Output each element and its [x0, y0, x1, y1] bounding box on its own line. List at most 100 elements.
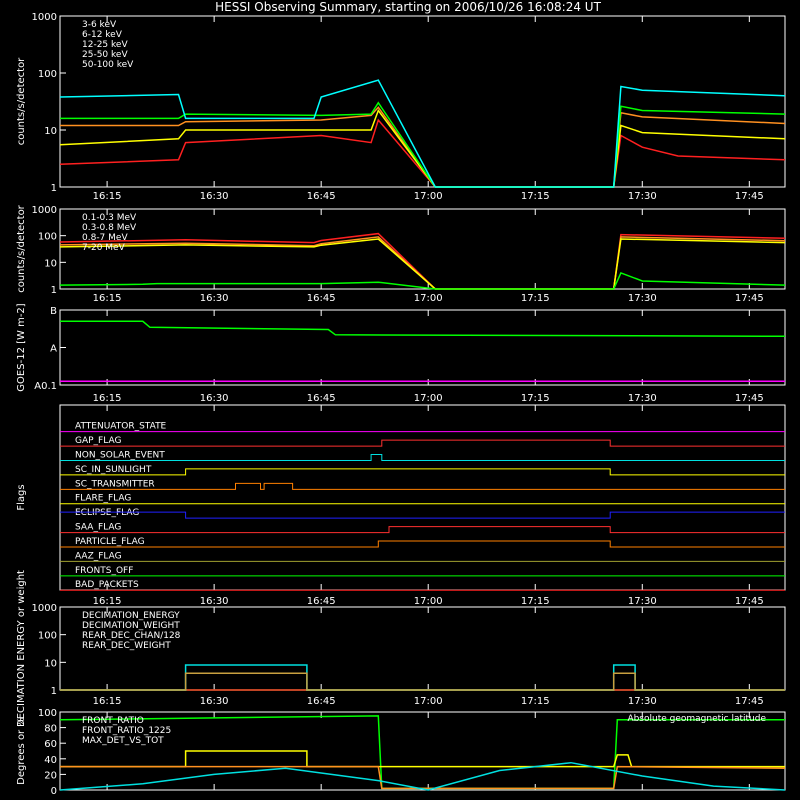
legend-entry: 12-25 keV — [82, 40, 128, 50]
legend-entry: 0.3-0.8 MeV — [82, 223, 137, 233]
y-tick-label: 60 — [44, 739, 57, 750]
y-tick-label: 100 — [38, 708, 57, 719]
flag-label: NON_SOLAR_EVENT — [75, 450, 165, 460]
legend-entry: 6-12 keV — [82, 30, 123, 40]
x-tick-label: 17:45 — [735, 191, 764, 202]
x-tick-label: 17:45 — [735, 393, 764, 404]
y-tick-label: B — [50, 306, 57, 317]
x-tick-label: 17:30 — [628, 696, 657, 707]
flag-line — [60, 526, 785, 534]
series-line — [60, 765, 786, 790]
x-tick-label: 16:45 — [307, 293, 336, 304]
y-axis-label-decimation: DECIMATION ENERGY or weight — [16, 570, 27, 727]
legend-entry: REAR_DEC_WEIGHT — [82, 641, 171, 651]
x-tick-label: 16:45 — [307, 191, 336, 202]
flag-line — [60, 439, 785, 447]
x-tick-label: 16:45 — [307, 596, 336, 607]
series-line — [60, 750, 785, 768]
flag-label: SC_IN_SUNLIGHT — [75, 465, 152, 475]
x-tick-label: 17:15 — [521, 191, 550, 202]
flag-label: ECLIPSE_FLAG — [75, 508, 139, 518]
x-tick-label: 16:30 — [200, 293, 229, 304]
flag-label: ATTENUATOR_STATE — [75, 422, 167, 432]
legend-entry: 0.1-0.3 MeV — [82, 213, 137, 223]
series-line — [59, 232, 786, 290]
x-tick-label: 17:15 — [521, 696, 550, 707]
y-tick-label: 100 — [38, 69, 57, 80]
y-tick-label: 10 — [44, 658, 57, 669]
series-line — [60, 664, 785, 691]
y-axis-label-ratios: Degrees or % — [16, 717, 27, 785]
x-tick-label: 17:30 — [628, 293, 657, 304]
x-tick-label: 17:00 — [414, 293, 443, 304]
y-tick-label: 1000 — [32, 205, 57, 216]
flag-line — [60, 540, 785, 548]
legend-entry: 3-6 keV — [82, 20, 117, 30]
series-line — [59, 108, 786, 188]
flag-label: BAD_PACKETS — [75, 580, 139, 590]
x-tick-label: 16:45 — [307, 393, 336, 404]
panel-frame-low_energy — [59, 15, 786, 188]
y-axis-label-flags: Flags — [16, 484, 27, 510]
panel-frame-high_energy — [59, 208, 786, 290]
y-tick-label: 10 — [44, 258, 57, 269]
y-tick-label: 20 — [44, 770, 57, 781]
y-tick-label: 1 — [51, 183, 57, 194]
y-tick-label: A0.1 — [34, 381, 57, 392]
series-line — [60, 320, 786, 338]
series-line — [59, 271, 786, 290]
x-tick-label: 17:00 — [414, 191, 443, 202]
series-line — [59, 238, 786, 290]
flag-line — [60, 511, 785, 519]
flag-label: SAA_FLAG — [75, 523, 121, 533]
y-tick-label: A — [50, 344, 57, 355]
legend-entry: 7-20 MeV — [82, 243, 126, 253]
y-tick-label: 10 — [44, 126, 57, 137]
y-tick-label: 1 — [51, 686, 57, 697]
legend-entry: 0.8-7 MeV — [82, 233, 128, 243]
x-tick-label: 17:00 — [414, 393, 443, 404]
flag-label: FRONTS_OFF — [75, 566, 133, 576]
series-line — [59, 118, 786, 188]
y-tick-label: 0 — [51, 786, 57, 797]
x-tick-label: 17:30 — [628, 596, 657, 607]
x-tick-label: 17:45 — [735, 596, 764, 607]
flag-line — [60, 482, 785, 490]
y-axis-label-low_energy: counts/s/detector — [16, 57, 27, 145]
flag-label: SC_TRANSMITTER — [75, 479, 155, 489]
legend-entry: FRONT_RATIO — [82, 716, 144, 726]
x-tick-label: 16:30 — [200, 191, 229, 202]
flag-label: GAP_FLAG — [75, 436, 121, 446]
x-tick-label: 17:15 — [521, 293, 550, 304]
x-tick-label: 16:30 — [200, 696, 229, 707]
series-line — [59, 761, 786, 791]
legend-entry: MAX_DET_VS_TOT — [82, 736, 164, 746]
x-tick-label: 16:15 — [93, 696, 122, 707]
x-tick-label: 17:45 — [735, 293, 764, 304]
series-line — [59, 79, 786, 188]
series-line — [60, 106, 786, 188]
x-tick-label: 17:15 — [521, 596, 550, 607]
y-tick-label: 1 — [51, 285, 57, 296]
x-tick-label: 17:00 — [414, 596, 443, 607]
flag-line — [60, 453, 785, 461]
x-tick-label: 17:15 — [521, 393, 550, 404]
x-tick-label: 17:30 — [628, 393, 657, 404]
flag-label: FLARE_FLAG — [75, 494, 131, 504]
series-line — [60, 672, 785, 691]
y-axis-label-high_energy: counts/s/detector — [16, 204, 27, 292]
x-tick-label: 16:15 — [93, 393, 122, 404]
series-line — [60, 101, 786, 188]
y-tick-label: 40 — [44, 755, 57, 766]
panel-frame-flags — [59, 404, 786, 591]
legend-entry: REAR_DEC_CHAN/128 — [82, 631, 181, 641]
y-tick-label: 1000 — [32, 12, 57, 23]
panel-frame-goes — [59, 309, 786, 386]
x-tick-label: 16:30 — [200, 393, 229, 404]
legend-entry: Absolute geomagnetic latitude — [627, 714, 766, 724]
y-tick-label: 100 — [38, 631, 57, 642]
flag-line — [60, 468, 785, 476]
legend-entry: 50-100 keV — [82, 60, 134, 70]
legend-entry: 25-50 keV — [82, 50, 128, 60]
